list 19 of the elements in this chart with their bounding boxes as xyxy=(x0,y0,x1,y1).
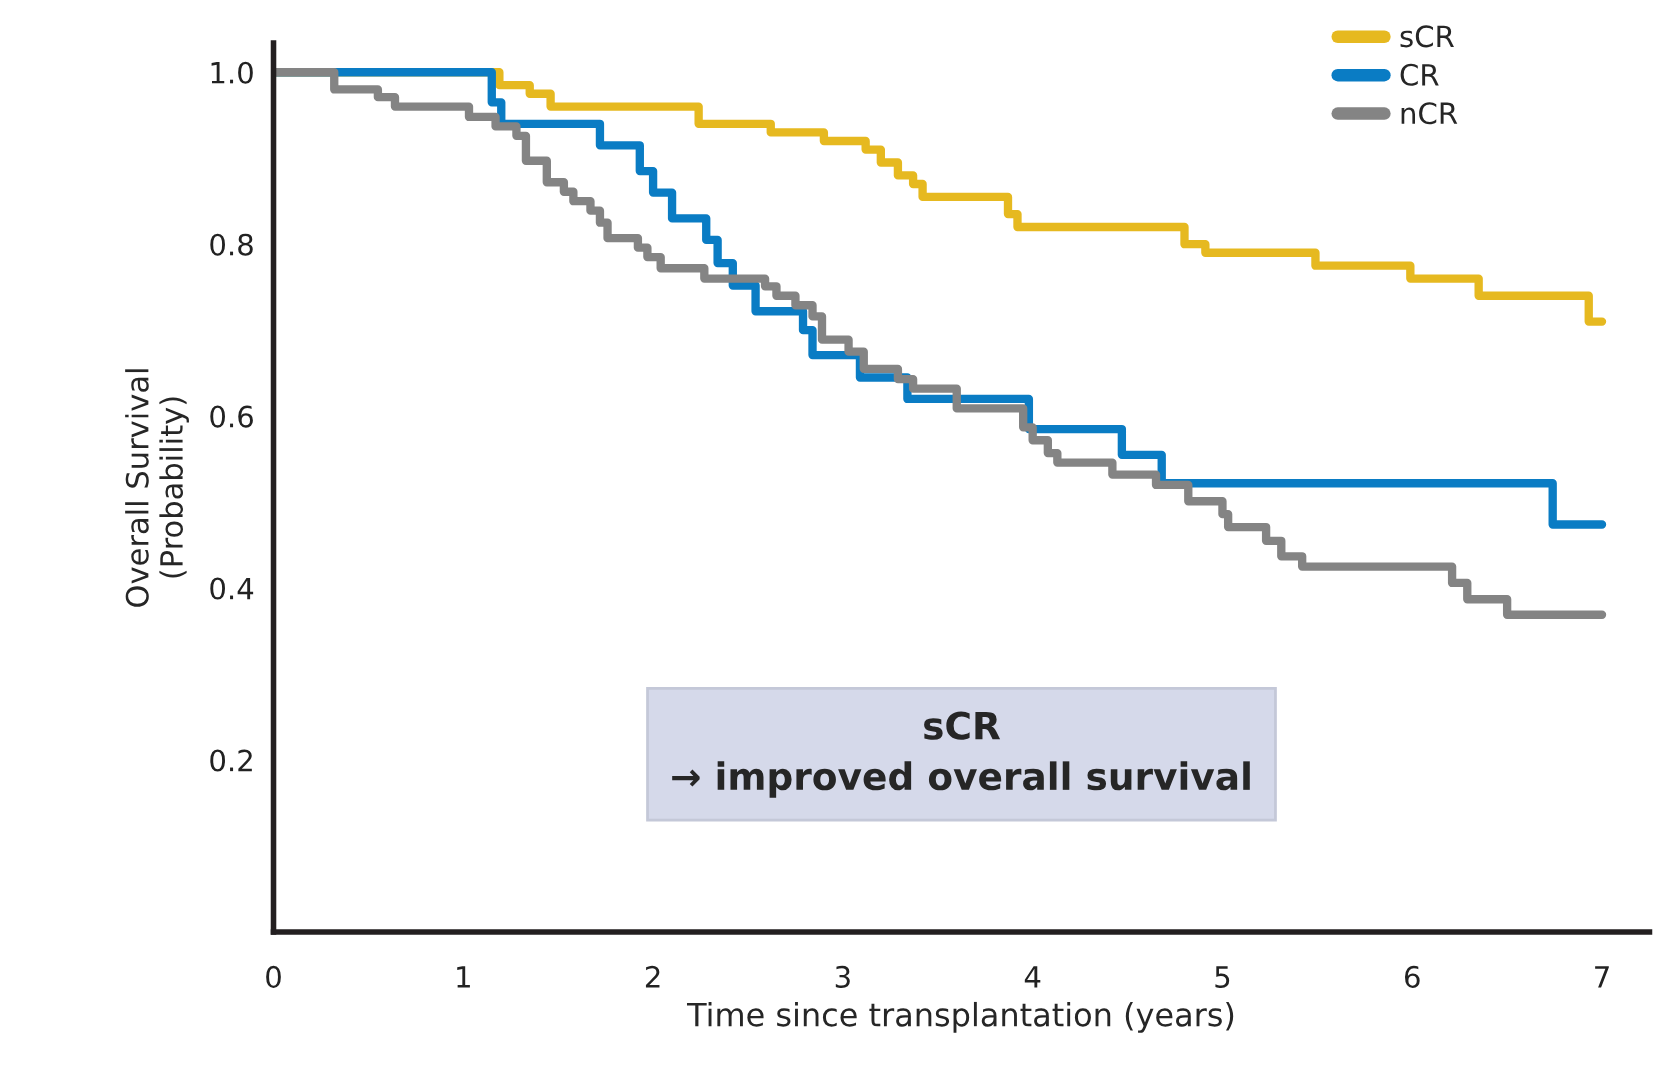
y-axis-title: Overall Survival (Probability) xyxy=(125,369,189,607)
y-tick-label: 0.4 xyxy=(210,577,254,600)
legend-label: sCR xyxy=(1400,25,1454,48)
x-tick-label: 1 xyxy=(457,966,470,988)
y-tick-label: 0.8 xyxy=(210,233,253,256)
x-tick-label: 5 xyxy=(1215,966,1230,988)
y-tick-label: 1.0 xyxy=(211,61,253,84)
x-tick-label: 0 xyxy=(266,965,281,988)
x-tick-label: 7 xyxy=(1595,966,1609,988)
legend-label: CR xyxy=(1400,63,1439,86)
x-tick-label: 3 xyxy=(835,965,850,988)
legend-label: nCR xyxy=(1401,102,1458,125)
x-tick-label: 4 xyxy=(1024,966,1041,988)
y-tick-label: 0.2 xyxy=(210,749,252,772)
x-tick-label: 6 xyxy=(1405,965,1420,988)
annotation: sCR → improved overall survival xyxy=(672,711,1250,798)
x-tick-label: 2 xyxy=(645,965,660,988)
y-tick-label: 0.6 xyxy=(210,405,253,428)
x-axis-title: Time since transplantation (years) xyxy=(686,1001,1234,1033)
